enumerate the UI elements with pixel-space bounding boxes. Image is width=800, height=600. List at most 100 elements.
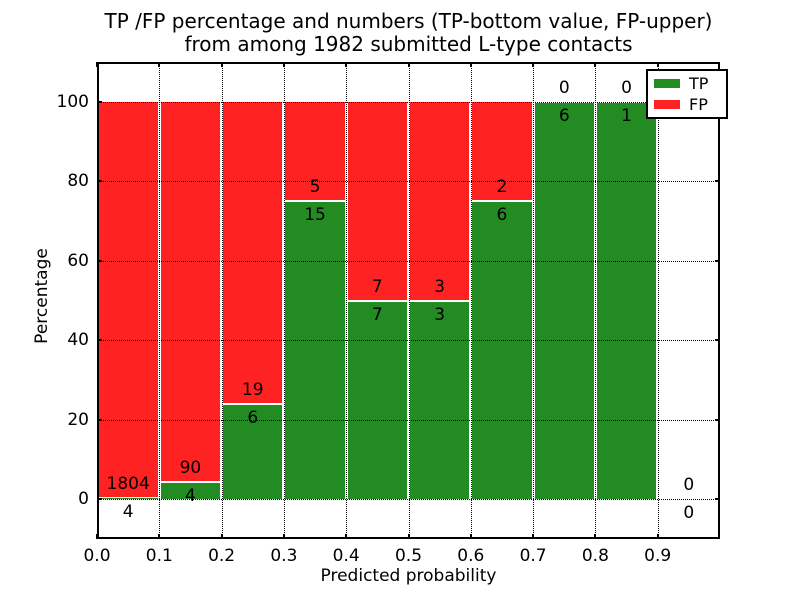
y-tick-mark-left (97, 180, 102, 183)
tp-count-label: 6 (496, 205, 508, 226)
fp-count-label: 2 (496, 177, 508, 198)
x-tick-label: 0.3 (270, 546, 298, 566)
y-tick-mark-right (715, 259, 720, 262)
legend-label-tp: TP (689, 73, 709, 93)
fp-count-label: 0 (621, 77, 632, 98)
gridline-horizontal (97, 101, 720, 103)
tp-bar-segment (410, 301, 470, 500)
tp-count-label: 0 (683, 503, 695, 524)
x-tick-label: 0.2 (208, 546, 236, 566)
gridline-vertical (346, 62, 348, 539)
gridline-vertical (283, 62, 285, 539)
fp-bar-segment (223, 101, 283, 403)
fp-count-label: 3 (434, 276, 446, 297)
x-tick-mark-top (407, 62, 410, 67)
fp-count-label: 1804 (106, 474, 150, 495)
tp-count-label: 3 (434, 304, 446, 325)
fp-bar-segment (285, 101, 345, 201)
fp-count-label: 90 (179, 458, 202, 479)
x-tick-mark-bottom (469, 534, 472, 539)
chart-title-line1: TP /FP percentage and numbers (TP-bottom… (104, 9, 713, 33)
x-tick-mark-top (345, 62, 348, 67)
y-tick-mark-right (715, 339, 720, 342)
y-tick-mark-right (715, 418, 720, 421)
fp-count-label: 5 (309, 177, 321, 198)
y-tick-mark-right (715, 180, 720, 183)
x-tick-mark-top (220, 62, 223, 67)
tp-bar-segment (347, 301, 407, 500)
fp-color-swatch (654, 100, 680, 109)
x-tick-mark-bottom (158, 534, 161, 539)
y-tick-label: 20 (67, 409, 89, 430)
tp-count-label: 7 (371, 304, 383, 325)
x-tick-mark-bottom (407, 534, 410, 539)
gridline-horizontal (97, 499, 720, 501)
fp-count-label: 0 (558, 77, 570, 98)
y-tick-mark-left (97, 498, 102, 501)
chart-title: TP /FP percentage and numbers (TP-bottom… (97, 10, 720, 56)
tp-count-label: 4 (185, 486, 196, 507)
x-tick-mark-top (282, 62, 285, 67)
fp-bar-segment (160, 101, 221, 482)
x-tick-mark-bottom (220, 534, 223, 539)
x-axis-label: Predicted probability (320, 566, 497, 586)
tp-count-label: 6 (247, 407, 259, 428)
plot-area: 1804 4 90 4 19 6 5 15 7 7 3 3 2 6 0 6 0 1 0 0 TP FP (96, 62, 728, 539)
y-tick-label: 40 (67, 330, 89, 351)
x-tick-mark-top (532, 62, 535, 67)
chart-title-line2: from among 1982 submitted L-type contact… (184, 32, 633, 56)
gridline-vertical (159, 62, 161, 539)
x-tick-label: 0.9 (644, 546, 672, 566)
legend-item-tp: TP (654, 73, 720, 93)
gridline-vertical (595, 62, 597, 539)
x-tick-mark-bottom (656, 534, 659, 539)
x-tick-mark-bottom (345, 534, 348, 539)
tp-bar-segment (534, 102, 594, 500)
gridline-vertical (470, 62, 472, 539)
y-tick-mark-left (97, 259, 102, 262)
tp-count-label: 4 (122, 502, 134, 523)
fp-count-label: 0 (683, 475, 695, 496)
x-tick-label: 0.6 (457, 546, 485, 566)
legend-item-fp: FP (654, 94, 720, 114)
y-tick-label: 80 (67, 171, 89, 192)
legend-label-fp: FP (689, 94, 708, 114)
gridline-vertical (408, 62, 410, 539)
x-tick-mark-top (656, 62, 659, 67)
gridline-horizontal (97, 181, 720, 183)
y-tick-label: 0 (78, 489, 89, 510)
fp-bar-segment (472, 101, 532, 201)
y-tick-mark-right (715, 498, 720, 501)
legend: TP FP (646, 69, 728, 119)
gridline-horizontal (97, 419, 720, 421)
x-tick-mark-top (96, 62, 98, 67)
x-tick-mark-top (469, 62, 472, 67)
x-tick-mark-top (594, 62, 597, 67)
fp-count-label: 19 (241, 379, 264, 400)
tp-bar-segment (596, 102, 657, 500)
y-tick-mark-left (97, 100, 102, 103)
tp-count-label: 1 (621, 105, 632, 126)
y-tick-mark-left (97, 339, 102, 342)
tp-count-label: 15 (304, 205, 326, 226)
gridline-vertical (657, 62, 659, 539)
fp-bar-segment (410, 101, 470, 300)
x-tick-label: 0.4 (332, 546, 360, 566)
tp-count-label: 6 (558, 105, 570, 126)
x-tick-label: 0.0 (83, 546, 111, 566)
fp-bar-segment (98, 101, 158, 498)
tp-bar-segment (98, 498, 158, 500)
y-tick-label: 60 (67, 250, 89, 271)
x-tick-mark-bottom (532, 534, 535, 539)
tp-color-swatch (654, 79, 680, 88)
gridline-vertical (221, 62, 223, 539)
x-tick-mark-top (158, 62, 161, 67)
x-tick-mark-bottom (594, 534, 597, 539)
gridline-horizontal (97, 260, 720, 262)
tp-bar-segment (285, 202, 345, 500)
tp-bar-segment (472, 202, 532, 500)
y-tick-label: 100 (56, 91, 89, 112)
x-tick-label: 0.5 (394, 546, 423, 566)
gridline-vertical (533, 62, 535, 539)
